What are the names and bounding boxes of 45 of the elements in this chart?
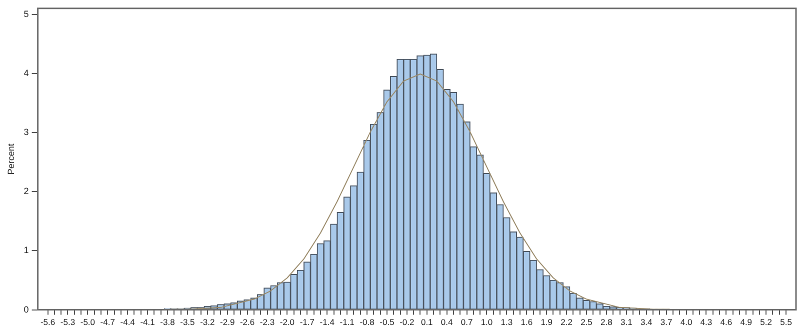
y-tick-label: 2 bbox=[24, 186, 29, 196]
x-tick-label: 2.8 bbox=[600, 317, 613, 328]
x-tick-label: 1.9 bbox=[540, 317, 553, 328]
x-tick-label: -3.8 bbox=[160, 317, 176, 328]
x-tick-label: 0.1 bbox=[420, 317, 434, 328]
y-tick-label: 5 bbox=[24, 8, 29, 19]
y-tick-label: 3 bbox=[24, 126, 29, 137]
x-tick-label: 1.0 bbox=[480, 317, 493, 328]
x-tick-label: -4.7 bbox=[100, 317, 116, 328]
x-tick-label: -1.7 bbox=[300, 317, 315, 328]
x-tick-label: 2.2 bbox=[560, 317, 573, 328]
x-tick-label: 1.3 bbox=[500, 317, 513, 328]
y-tick-label: 0 bbox=[24, 304, 29, 314]
y-tick-label: 1 bbox=[24, 245, 29, 256]
x-tick-label: -1.1 bbox=[340, 317, 355, 328]
x-tick-label: -5.3 bbox=[60, 317, 76, 328]
x-tick-label: 5.5 bbox=[780, 317, 792, 328]
x-tick-label: 5.2 bbox=[760, 317, 772, 328]
x-tick-label: -2.9 bbox=[220, 317, 235, 328]
x-tick-label: -5.6 bbox=[40, 317, 56, 328]
x-tick-label: -3.5 bbox=[180, 317, 196, 328]
x-tick-label: 4.3 bbox=[700, 317, 712, 328]
x-tick-label: -0.2 bbox=[400, 317, 415, 328]
x-tick-label: -2.0 bbox=[280, 317, 295, 328]
y-axis-title: Percent bbox=[6, 143, 16, 175]
x-tick-label: 0.4 bbox=[440, 317, 454, 328]
x-tick-label: 3.1 bbox=[620, 317, 633, 328]
x-tick-label: -2.3 bbox=[260, 317, 275, 328]
x-tick-label: -0.5 bbox=[380, 317, 395, 328]
x-tick-label: -4.4 bbox=[120, 317, 136, 328]
x-tick-label: -3.2 bbox=[200, 317, 215, 328]
x-tick-label: 4.9 bbox=[740, 317, 752, 328]
x-tick-label: -5.0 bbox=[80, 317, 96, 328]
x-tick-label: 4.0 bbox=[680, 317, 692, 328]
x-tick-label: 3.4 bbox=[640, 317, 653, 328]
x-tick-label: 1.6 bbox=[520, 317, 533, 328]
x-tick-label: 3.7 bbox=[660, 317, 672, 328]
x-tick-label: -4.1 bbox=[140, 317, 156, 328]
x-tick-label: 4.6 bbox=[720, 317, 732, 328]
x-tick-label: 0.7 bbox=[460, 317, 473, 328]
y-tick-label: 4 bbox=[24, 68, 29, 78]
x-tick-label: -1.4 bbox=[320, 317, 335, 328]
x-tick-label: -2.6 bbox=[240, 317, 255, 328]
x-tick-label: 2.5 bbox=[580, 317, 593, 328]
x-tick-label: -0.8 bbox=[360, 317, 375, 328]
